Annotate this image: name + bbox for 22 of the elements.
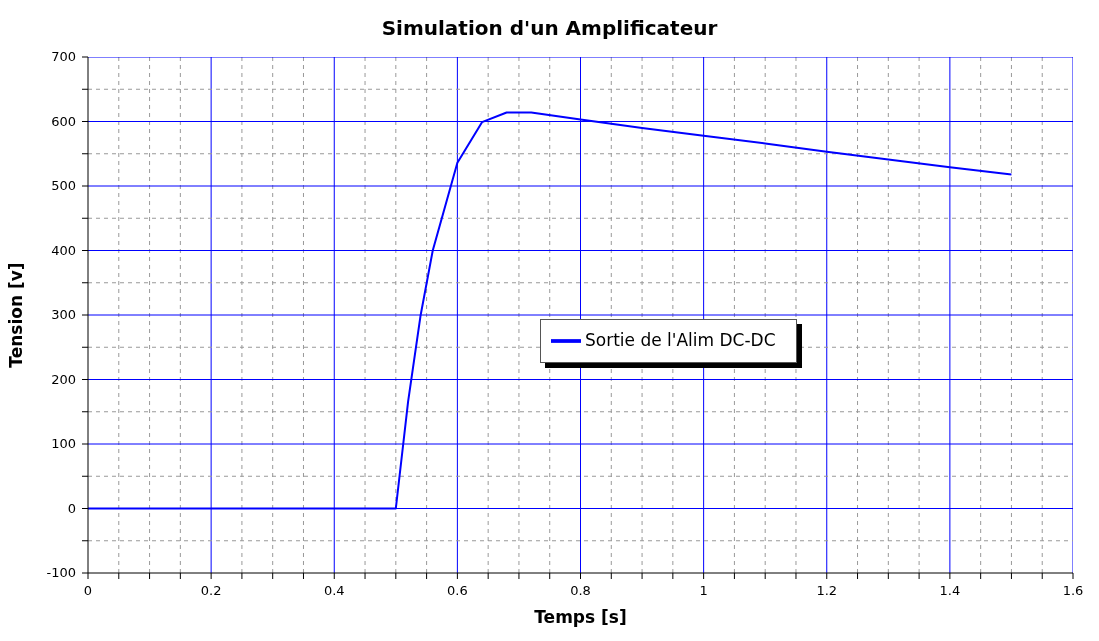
x-tick-label: 1.6: [1062, 583, 1084, 598]
y-tick-label: 500: [51, 178, 76, 193]
y-tick-label: 700: [51, 49, 76, 64]
y-tick-label: 300: [51, 307, 76, 322]
x-tick-label: 0.2: [200, 583, 222, 598]
x-tick-label: 1: [699, 583, 708, 598]
y-tick-label: 0: [67, 500, 76, 516]
y-tick-label: 600: [51, 113, 76, 129]
x-tick-label: 1.4: [939, 583, 961, 598]
y-tick-label: 400: [51, 242, 76, 258]
y-axis-title: Tension [v]: [6, 262, 27, 368]
y-tick-label: 200: [51, 371, 76, 387]
x-tick-label: 1.2: [816, 583, 838, 598]
chart-title: Simulation d'un Amplificateur: [380, 15, 719, 42]
x-tick-label: 0.8: [570, 583, 591, 598]
y-tick-label: 100: [51, 436, 76, 451]
x-axis-title: Temps [s]: [534, 607, 627, 627]
y-tick-label: -100: [46, 565, 76, 580]
legend-label: Sortie de l'Alim DC-DC: [585, 329, 776, 350]
x-tick-label: 0.6: [447, 583, 468, 598]
x-tick-label: 0: [83, 583, 93, 598]
x-tick-label: 0.4: [323, 583, 345, 598]
